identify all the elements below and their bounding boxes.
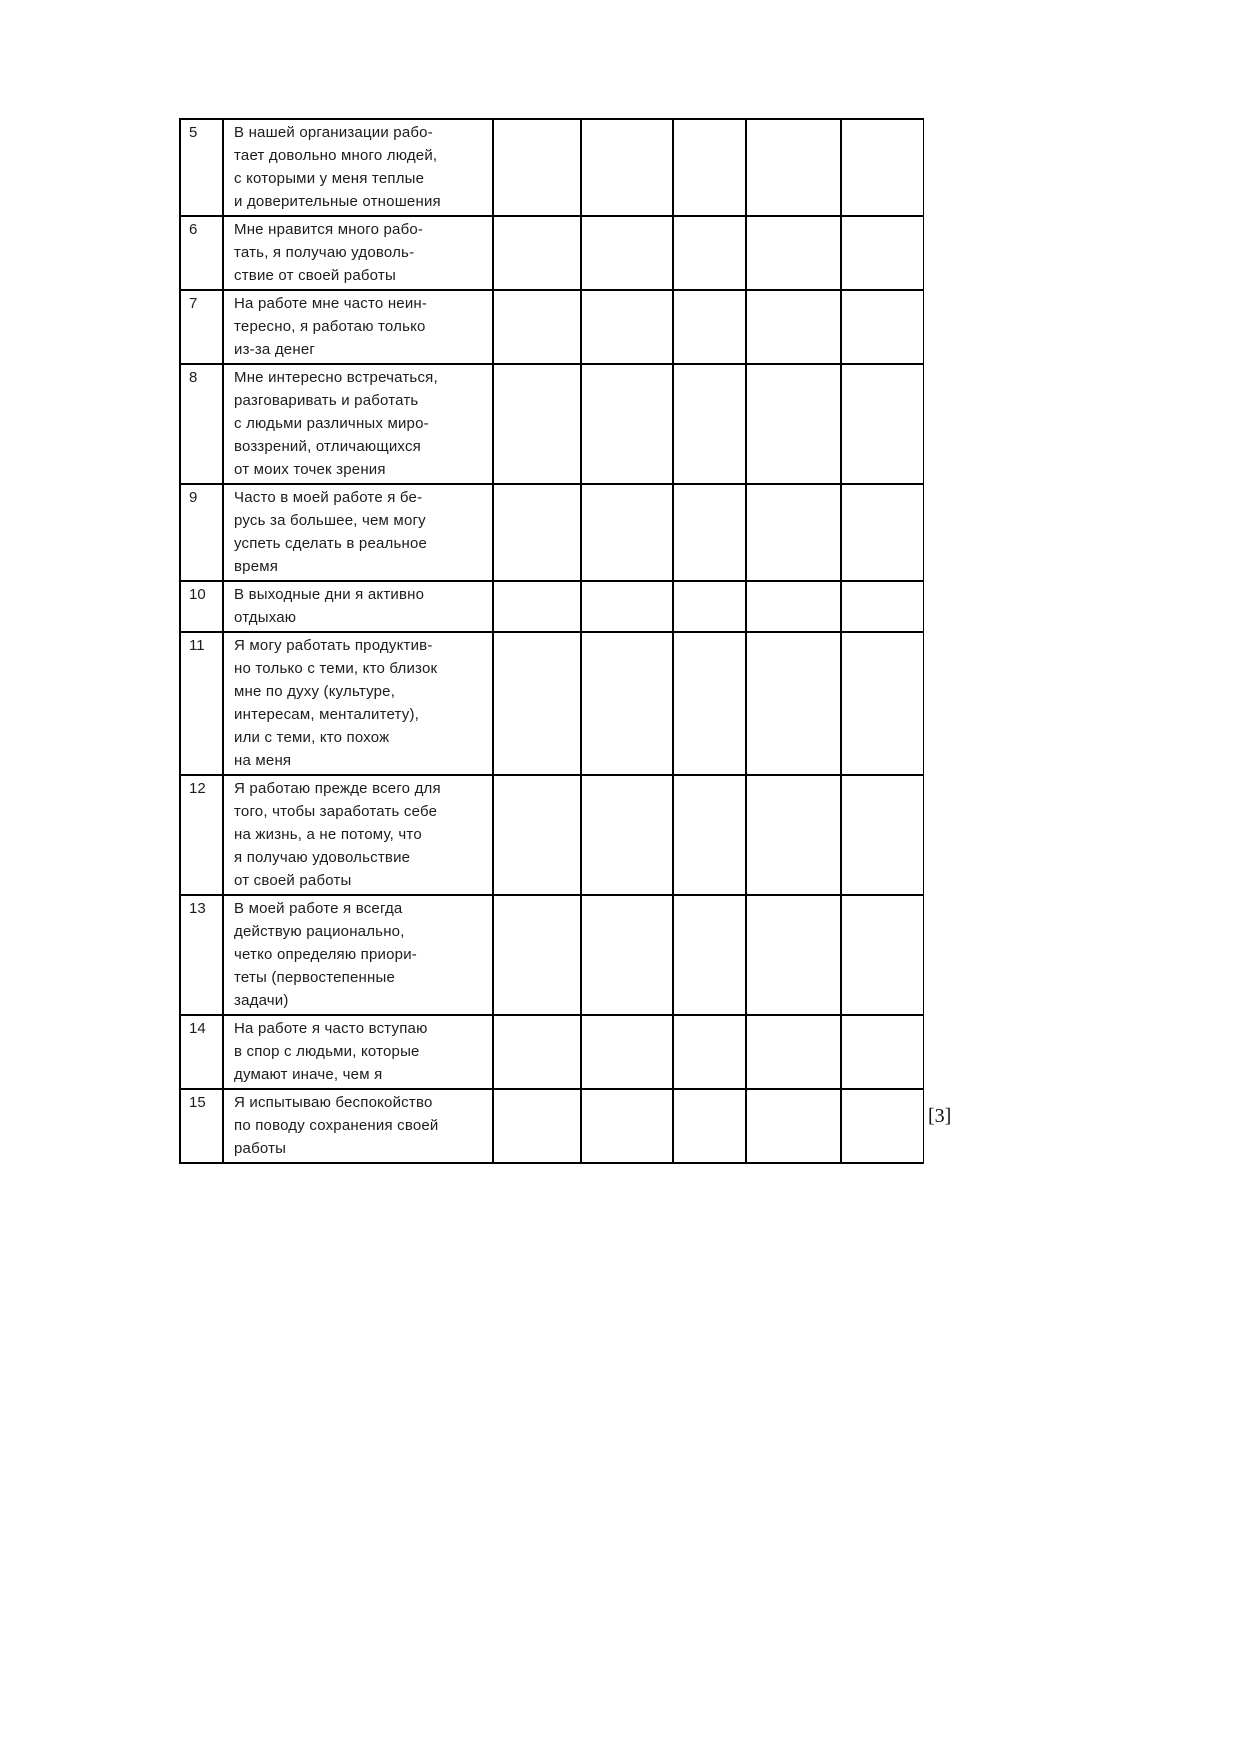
answer-cell <box>672 363 747 485</box>
row-number: 13 <box>179 894 224 1016</box>
answer-cell <box>492 1014 582 1090</box>
answer-cell <box>492 580 582 633</box>
statement-text: На работе мне часто неин- тересно, я раб… <box>222 289 494 365</box>
answer-cell <box>840 631 924 776</box>
answer-cell <box>840 1014 924 1090</box>
answer-cell <box>672 774 747 896</box>
table-row: 15 Я испытываю беспокойство по поводу со… <box>179 1088 924 1164</box>
answer-cell <box>672 1014 747 1090</box>
answer-cell <box>580 289 674 365</box>
answer-cell <box>492 631 582 776</box>
answer-cell <box>580 894 674 1016</box>
table-row: 14 На работе я часто вступаю в спор с лю… <box>179 1014 924 1090</box>
answer-cell <box>840 580 924 633</box>
row-number: 12 <box>179 774 224 896</box>
questionnaire-table: 5 В нашей организации рабо- тает довольн… <box>179 118 924 1164</box>
answer-cell <box>840 894 924 1016</box>
answer-cell <box>672 894 747 1016</box>
table-row: 7 На работе мне часто неин- тересно, я р… <box>179 289 924 365</box>
statement-text: На работе я часто вступаю в спор с людьм… <box>222 1014 494 1090</box>
row-number: 7 <box>179 289 224 365</box>
answer-cell <box>580 774 674 896</box>
answer-cell <box>840 774 924 896</box>
row-number: 15 <box>179 1088 224 1164</box>
table-row: 8 Мне интересно встречаться, разговарива… <box>179 363 924 485</box>
row-number: 10 <box>179 580 224 633</box>
answer-cell <box>492 483 582 582</box>
answer-cell <box>840 1088 924 1164</box>
answer-cell <box>745 483 842 582</box>
table-row: 5 В нашей организации рабо- тает довольн… <box>179 118 924 217</box>
citation-reference: [3] <box>928 1105 952 1127</box>
answer-cell <box>745 894 842 1016</box>
table-row: 9 Часто в моей работе я бе- русь за боль… <box>179 483 924 582</box>
answer-cell <box>745 118 842 217</box>
answer-cell <box>492 894 582 1016</box>
answer-cell <box>745 363 842 485</box>
answer-cell <box>580 1014 674 1090</box>
answer-cell <box>492 215 582 291</box>
answer-cell <box>672 1088 747 1164</box>
answer-cell <box>745 580 842 633</box>
answer-cell <box>492 363 582 485</box>
answer-cell <box>492 118 582 217</box>
answer-cell <box>840 363 924 485</box>
row-number: 8 <box>179 363 224 485</box>
answer-cell <box>745 215 842 291</box>
statement-text: Я работаю прежде всего для того, чтобы з… <box>222 774 494 896</box>
row-number: 5 <box>179 118 224 217</box>
table-row: 12 Я работаю прежде всего для того, чтоб… <box>179 774 924 896</box>
answer-cell <box>580 118 674 217</box>
statement-text: Мне нравится много рабо- тать, я получаю… <box>222 215 494 291</box>
statement-text: Мне интересно встречаться, разговаривать… <box>222 363 494 485</box>
answer-cell <box>492 774 582 896</box>
statement-text: Я испытываю беспокойство по поводу сохра… <box>222 1088 494 1164</box>
answer-cell <box>840 289 924 365</box>
answer-cell <box>672 580 747 633</box>
answer-cell <box>745 289 842 365</box>
answer-cell <box>840 483 924 582</box>
row-number: 9 <box>179 483 224 582</box>
answer-cell <box>745 774 842 896</box>
answer-cell <box>745 631 842 776</box>
statement-text: В моей работе я всегда действую рационал… <box>222 894 494 1016</box>
answer-cell <box>840 118 924 217</box>
answer-cell <box>672 118 747 217</box>
answer-cell <box>840 215 924 291</box>
answer-cell <box>580 363 674 485</box>
answer-cell <box>580 1088 674 1164</box>
answer-cell <box>745 1014 842 1090</box>
answer-cell <box>580 483 674 582</box>
statement-text: Часто в моей работе я бе- русь за больше… <box>222 483 494 582</box>
answer-cell <box>492 289 582 365</box>
row-number: 14 <box>179 1014 224 1090</box>
row-number: 6 <box>179 215 224 291</box>
answer-cell <box>672 289 747 365</box>
answer-cell <box>580 631 674 776</box>
table-row: 13 В моей работе я всегда действую рацио… <box>179 894 924 1016</box>
table-row: 10 В выходные дни я активно отдыхаю <box>179 580 924 633</box>
row-number: 11 <box>179 631 224 776</box>
table-row: 6 Мне нравится много рабо- тать, я получ… <box>179 215 924 291</box>
answer-cell <box>580 215 674 291</box>
answer-cell <box>580 580 674 633</box>
answer-cell <box>672 215 747 291</box>
answer-cell <box>672 631 747 776</box>
answer-cell <box>745 1088 842 1164</box>
statement-text: В выходные дни я активно отдыхаю <box>222 580 494 633</box>
answer-cell <box>672 483 747 582</box>
answer-cell <box>492 1088 582 1164</box>
table-row: 11 Я могу работать продуктив- но только … <box>179 631 924 776</box>
statement-text: В нашей организации рабо- тает довольно … <box>222 118 494 217</box>
statement-text: Я могу работать продуктив- но только с т… <box>222 631 494 776</box>
